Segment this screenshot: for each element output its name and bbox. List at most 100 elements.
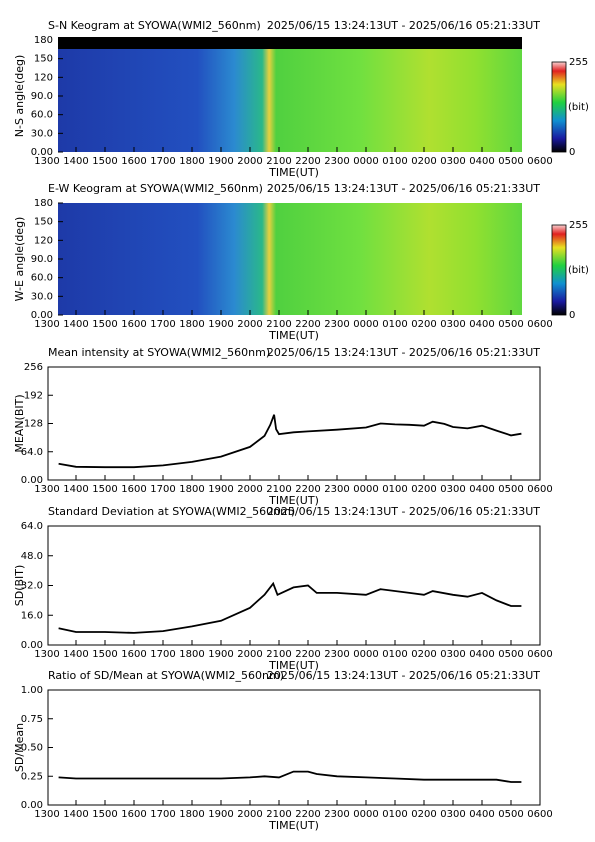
x-tick-label: 1500 <box>92 156 117 167</box>
x-tick-label: 0500 <box>498 649 523 660</box>
x-tick-label: 2100 <box>266 649 291 660</box>
y-tick-label: 192 <box>24 390 43 401</box>
x-tick-label: 1300 <box>34 649 59 660</box>
x-tick-label: 0600 <box>527 156 552 167</box>
x-tick-label: 2200 <box>295 649 320 660</box>
x-tick-label: 1700 <box>150 809 175 820</box>
no-data-band <box>58 37 522 49</box>
x-tick-label: 0500 <box>498 156 523 167</box>
y-tick-label: 150 <box>34 54 53 65</box>
y-axis-label: SD(BIT) <box>13 565 26 607</box>
y-tick-label: 64.0 <box>21 447 43 458</box>
y-axis-label: W-E angle(deg) <box>13 217 26 302</box>
y-tick-label: 0.25 <box>21 771 43 782</box>
x-tick-label: 0400 <box>469 649 494 660</box>
colorbar-label: (bit) <box>568 102 589 113</box>
x-tick-label: 0600 <box>527 809 552 820</box>
x-tick-label: 0300 <box>440 156 465 167</box>
chart-subtitle: 2025/06/15 13:24:13UT - 2025/06/16 05:21… <box>267 182 540 195</box>
colorbar <box>551 224 567 316</box>
y-tick-label: 180 <box>34 198 53 209</box>
x-tick-label: 0200 <box>411 484 436 495</box>
y-tick-label: 32.0 <box>21 581 43 592</box>
y-tick-label: 30.0 <box>31 291 53 302</box>
x-tick-label: 0400 <box>469 319 494 330</box>
x-tick-label: 1900 <box>208 484 233 495</box>
x-tick-label: 0200 <box>411 649 436 660</box>
y-tick-label: 60.0 <box>31 110 53 121</box>
x-tick-label: 2100 <box>266 484 291 495</box>
x-tick-label: 1600 <box>121 649 146 660</box>
x-tick-label: 2000 <box>237 484 262 495</box>
x-tick-label: 1400 <box>63 319 88 330</box>
x-tick-label: 0100 <box>382 156 407 167</box>
chart-title: S-N Keogram at SYOWA(WMI2_560nm) <box>48 19 261 32</box>
keogram-image <box>58 40 522 152</box>
colorbar-label: (bit) <box>568 265 589 276</box>
x-tick-label: 1500 <box>92 649 117 660</box>
x-tick-label: 2100 <box>266 809 291 820</box>
x-tick-label: 0600 <box>527 649 552 660</box>
x-axis-label: TIME(UT) <box>268 494 319 507</box>
x-tick-label: 0400 <box>469 484 494 495</box>
y-tick-label: 0.00 <box>31 147 53 158</box>
colorbar-tick-label: 255 <box>569 220 588 231</box>
y-tick-label: 0.00 <box>21 800 43 811</box>
x-tick-label: 1600 <box>121 156 146 167</box>
y-tick-label: 180 <box>34 35 53 46</box>
x-tick-label: 2200 <box>295 484 320 495</box>
x-tick-label: 1500 <box>92 484 117 495</box>
x-tick-label: 1800 <box>179 484 204 495</box>
x-tick-label: 0300 <box>440 809 465 820</box>
x-tick-label: 1800 <box>179 319 204 330</box>
chart-title: Mean intensity at SYOWA(WMI2_560nm) <box>48 346 270 359</box>
y-tick-label: 128 <box>24 419 43 430</box>
x-tick-label: 1800 <box>179 156 204 167</box>
x-tick-label: 0000 <box>353 319 378 330</box>
x-tick-label: 0200 <box>411 319 436 330</box>
y-tick-label: 120 <box>34 235 53 246</box>
y-tick-label: 90.0 <box>31 254 53 265</box>
x-tick-label: 0300 <box>440 484 465 495</box>
colorbar-tick-label: 0 <box>569 147 575 158</box>
x-tick-label: 1600 <box>121 484 146 495</box>
chart-subtitle: 2025/06/15 13:24:13UT - 2025/06/16 05:21… <box>267 346 540 359</box>
x-tick-label: 1300 <box>34 156 59 167</box>
x-tick-label: 0500 <box>498 809 523 820</box>
x-tick-label: 1400 <box>63 649 88 660</box>
x-tick-label: 1400 <box>63 156 88 167</box>
y-tick-label: 150 <box>34 217 53 228</box>
x-tick-label: 1400 <box>63 484 88 495</box>
x-tick-label: 2200 <box>295 319 320 330</box>
colorbar-tick-label: 255 <box>569 57 588 68</box>
x-tick-label: 1900 <box>208 809 233 820</box>
x-tick-label: 0400 <box>469 809 494 820</box>
x-tick-label: 0000 <box>353 156 378 167</box>
y-tick-label: 60.0 <box>31 273 53 284</box>
chart-title: E-W Keogram at SYOWA(WMI2_560nm) <box>48 182 263 195</box>
plot-frame <box>47 689 541 806</box>
x-tick-label: 0100 <box>382 484 407 495</box>
colorbar <box>551 61 567 153</box>
x-axis-label: TIME(UT) <box>268 659 319 672</box>
y-tick-label: 0.00 <box>31 310 53 321</box>
chart-title: Standard Deviation at SYOWA(WMI2_560nm) <box>48 505 295 518</box>
x-tick-label: 2300 <box>324 319 349 330</box>
x-tick-label: 2100 <box>266 319 291 330</box>
x-tick-label: 1900 <box>208 156 233 167</box>
y-tick-label: 48.0 <box>21 551 43 562</box>
x-tick-label: 0100 <box>382 809 407 820</box>
x-tick-label: 2000 <box>237 809 262 820</box>
x-tick-label: 0200 <box>411 156 436 167</box>
y-tick-label: 0.00 <box>21 640 43 651</box>
x-tick-label: 1400 <box>63 809 88 820</box>
x-tick-label: 0400 <box>469 156 494 167</box>
x-tick-label: 1500 <box>92 319 117 330</box>
x-tick-label: 2300 <box>324 484 349 495</box>
x-tick-label: 0100 <box>382 649 407 660</box>
y-tick-label: 1.00 <box>21 685 43 696</box>
colorbar-tick-label: 0 <box>569 310 575 321</box>
x-tick-label: 1600 <box>121 809 146 820</box>
chart-title: Ratio of SD/Mean at SYOWA(WMI2_560nm) <box>48 669 284 682</box>
x-tick-label: 1700 <box>150 649 175 660</box>
